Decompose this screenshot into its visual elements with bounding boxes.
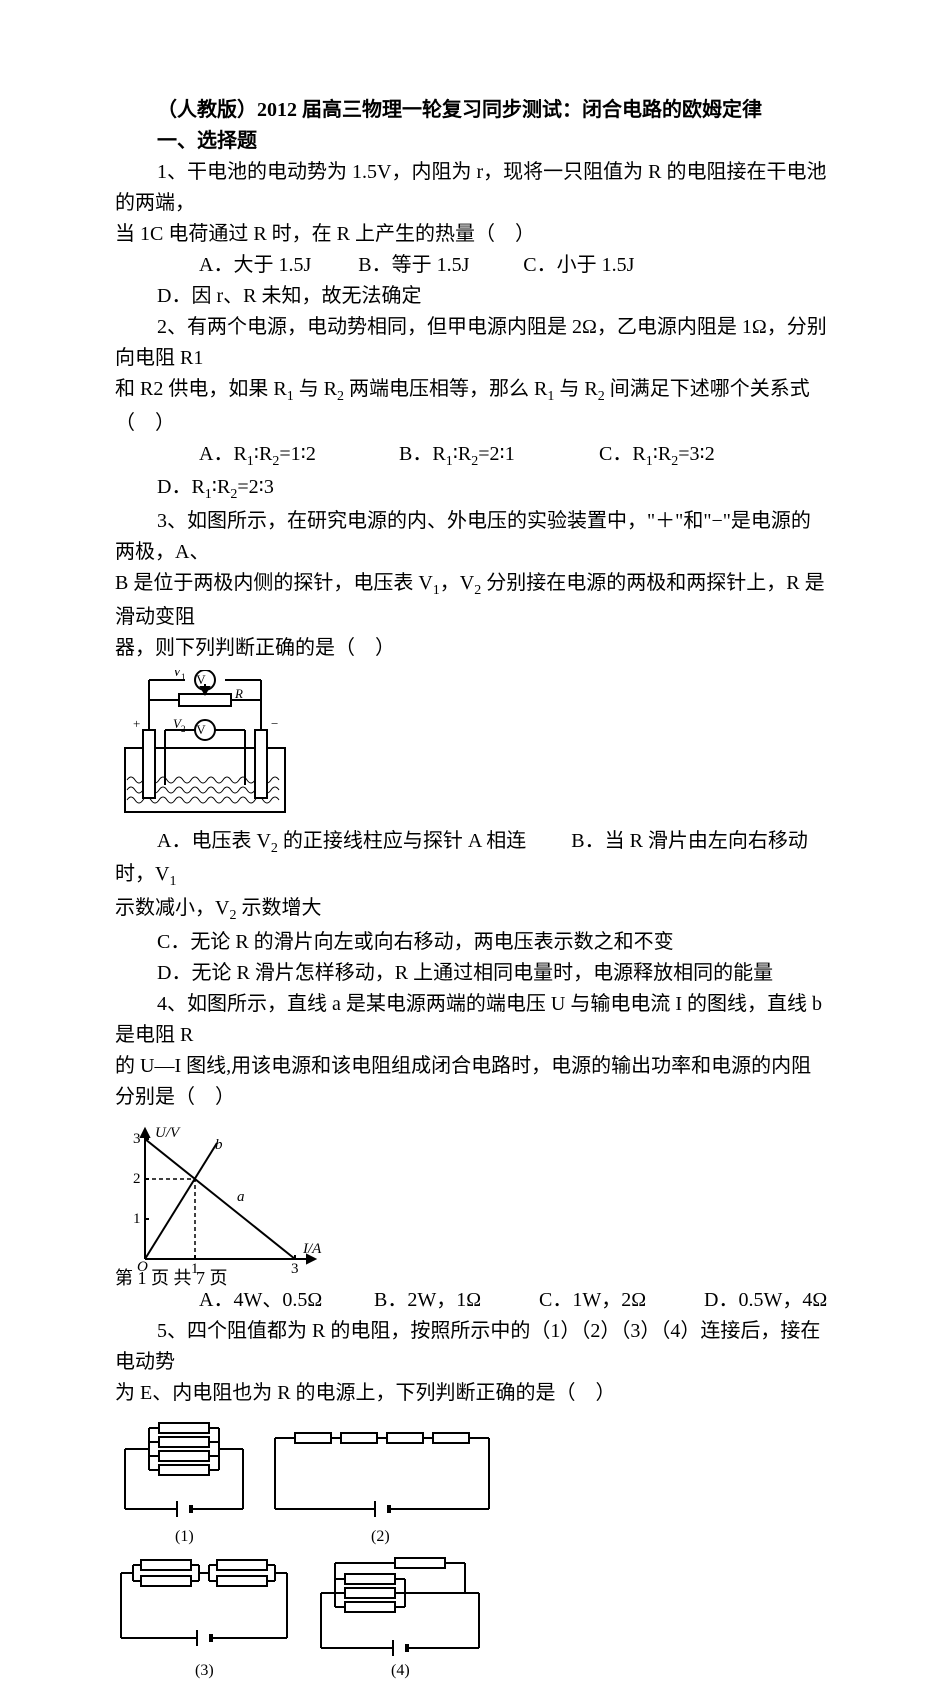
q5-stem-line2: 为 E、内电阻也为 R 的电源上，下列判断正确的是（ ） xyxy=(115,1378,830,1409)
svg-text:+: + xyxy=(133,716,140,731)
svg-text:2: 2 xyxy=(181,724,186,734)
document-page: （人教版）2012 届高三物理一轮复习同步测试：闭合电路的欧姆定律 一、选择题 … xyxy=(0,0,945,1337)
q3-optA: A．电压表 V2 的正接线柱应与探针 A 相连 B．当 R 滑片由左向右移动时，… xyxy=(115,826,830,893)
q5-stem-line1: 5、四个阻值都为 R 的电阻，按照所示中的（1）（2）（3）（4）连接后，接在电… xyxy=(115,1316,830,1378)
q2-optC: C．R1∶R2=3∶2 xyxy=(557,439,752,473)
section-heading: 一、选择题 xyxy=(157,126,830,157)
svg-text:I/A: I/A xyxy=(302,1241,322,1257)
svg-text:a: a xyxy=(237,1189,245,1205)
svg-text:b: b xyxy=(215,1137,223,1153)
q1-stem-line1: 1、干电池的电动势为 1.5V，内阻为 r，现将一只阻值为 R 的电阻接在干电池… xyxy=(115,157,830,219)
q3-optC: C．无论 R 的滑片向左或向右移动，两电压表示数之和不变 xyxy=(115,927,830,958)
q5-figure: (1) (2) (3) (4) xyxy=(115,1415,830,1685)
q1-optD: D．因 r、R 未知，故无法确定 xyxy=(115,281,421,312)
svg-text:(2): (2) xyxy=(371,1528,390,1545)
q4-optB: B．2W，1Ω xyxy=(332,1285,492,1316)
q3-optB-part2: 示数减小，V2 示数增大 xyxy=(115,893,830,927)
q4-stem-line2: 的 U—I 图线,用该电源和该电阻组成闭合电路时，电源的输出功率和电源的内阻分别… xyxy=(115,1051,830,1113)
q3-stem-line1: 3、如图所示，在研究电源的内、外电压的实验装置中，"＋"和"−"是电源的两极，A… xyxy=(115,506,830,568)
q3-optD: D．无论 R 滑片怎样移动，R 上通过相同电量时，电源释放相同的能量 xyxy=(115,958,830,989)
q1-options: A．大于 1.5J B．等于 1.5J C．小于 1.5J D．因 r、R 未知… xyxy=(115,250,830,312)
q2-optB: B．R1∶R2=2∶1 xyxy=(357,439,552,473)
svg-text:(4): (4) xyxy=(391,1662,410,1679)
svg-text:2: 2 xyxy=(133,1171,141,1187)
q2-optA: A．R1∶R2=1∶2 xyxy=(157,439,352,473)
svg-text:(1): (1) xyxy=(175,1528,194,1545)
q2-stem-line1: 2、有两个电源，电动势相同，但甲电源内阻是 2Ω，乙电源内阻是 1Ω，分别向电阻… xyxy=(115,312,830,374)
q1-optA: A．大于 1.5J xyxy=(157,250,311,281)
svg-text:1: 1 xyxy=(133,1211,141,1227)
svg-text:V: V xyxy=(196,672,206,687)
q4-optC: C．1W，2Ω xyxy=(497,1285,657,1316)
q3-stem-line2: B 是位于两极内侧的探针，电压表 V1，V2 分别接在电源的两极和两探针上，R … xyxy=(115,568,830,633)
svg-text:−: − xyxy=(271,716,278,731)
svg-text:3: 3 xyxy=(133,1131,141,1147)
svg-text:(3): (3) xyxy=(195,1662,214,1679)
page-footer: 第 1 页 共 7 页 xyxy=(115,1265,228,1293)
svg-text:R: R xyxy=(234,686,243,701)
q2-optD: D．R1∶R2=2∶3 xyxy=(115,472,274,506)
svg-text:3: 3 xyxy=(291,1261,299,1277)
q2-stem-line2: 和 R2 供电，如果 R1 与 R2 两端电压相等，那么 R1 与 R2 间满足… xyxy=(115,374,830,439)
q4-optD: D．0.5W，4Ω xyxy=(662,1285,827,1316)
svg-text:U/V: U/V xyxy=(155,1125,181,1141)
svg-text:1: 1 xyxy=(181,672,186,682)
q1-optB: B．等于 1.5J xyxy=(316,250,476,281)
svg-text:V: V xyxy=(196,722,206,737)
q4-stem-line1: 4、如图所示，直线 a 是某电源两端的端电压 U 与输电电流 I 的图线，直线 … xyxy=(115,989,830,1051)
q4-figure: O U/V I/A 3 2 1 1 3 a b xyxy=(115,1119,830,1279)
page-title: （人教版）2012 届高三物理一轮复习同步测试：闭合电路的欧姆定律 xyxy=(157,95,830,126)
q3-figure: V1 V V2 V R + − xyxy=(115,670,830,820)
q1-optC: C．小于 1.5J xyxy=(481,250,641,281)
q1-stem-line2: 当 1C 电荷通过 R 时，在 R 上产生的热量（ ） xyxy=(115,219,830,250)
q2-options: A．R1∶R2=1∶2 B．R1∶R2=2∶1 C．R1∶R2=3∶2 D．R1… xyxy=(115,439,830,506)
q3-stem-line3: 器，则下列判断正确的是（ ） xyxy=(115,633,830,664)
